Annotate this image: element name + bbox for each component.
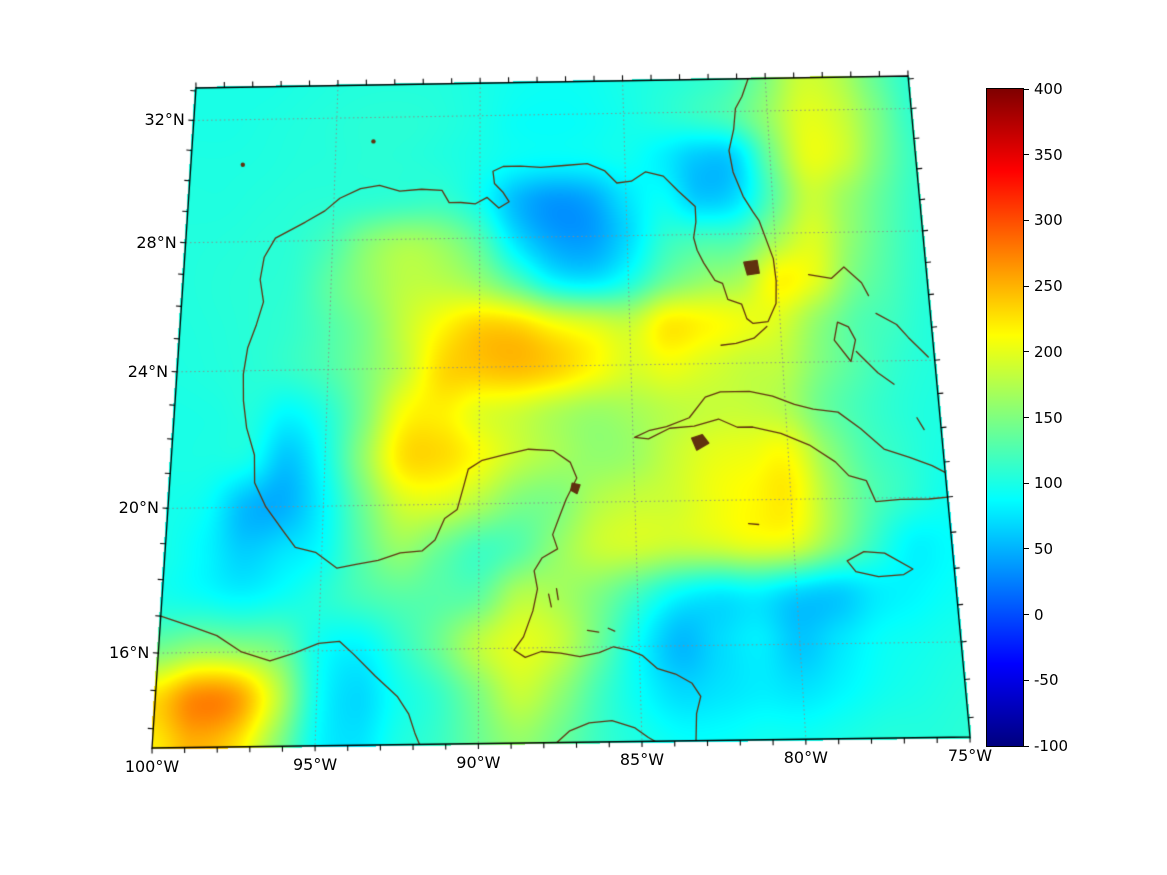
lon-axis-label: 100°W — [124, 757, 180, 776]
colorbar-tick-mark — [1024, 679, 1029, 681]
colorbar-tick-label: 300 — [1034, 211, 1063, 230]
colorbar-tick-mark — [1024, 285, 1029, 287]
lon-axis-label: 85°W — [619, 750, 665, 770]
colorbar-tick-label: -50 — [1034, 671, 1059, 690]
colorbar-tick-label: 50 — [1034, 539, 1054, 558]
lon-axis-label: 75°W — [947, 746, 993, 765]
lon-axis-label: 80°W — [783, 748, 828, 768]
colorbar-tick-mark — [1024, 154, 1029, 156]
colorbar: 400 350 300 250 200 150 100 50 0 -50 -100 — [986, 80, 1092, 755]
lat-axis-label: 24°N — [127, 361, 169, 381]
lon-axis-label: 95°W — [292, 754, 338, 774]
colorbar-tick-label: 0 — [1034, 605, 1044, 624]
lon-axis-label: 90°W — [456, 752, 501, 772]
colorbar-tick-mark — [1024, 614, 1029, 616]
colorbar-tick-mark — [1024, 88, 1029, 90]
colorbar-tick-label: 350 — [1034, 145, 1063, 164]
colorbar-tick-label: 200 — [1034, 342, 1063, 361]
lat-axis-label: 16°N — [108, 643, 150, 663]
lat-axis-label: 28°N — [136, 232, 177, 252]
colorbar-tick-mark — [1024, 482, 1029, 484]
colorbar-tick-label: 150 — [1034, 408, 1063, 427]
colorbar-tick-mark — [1024, 745, 1029, 747]
colorbar-tick-label: 100 — [1034, 474, 1063, 493]
colorbar-tick-mark — [1024, 351, 1029, 353]
colorbar-tick-mark — [1024, 417, 1029, 418]
lat-axis-label: 20°N — [118, 498, 159, 518]
lat-axis-label: 32°N — [144, 110, 185, 130]
colorbar-tick-label: 400 — [1034, 80, 1063, 98]
colorbar-tick-label: -100 — [1034, 737, 1069, 755]
colorbar-tick-mark — [1024, 219, 1029, 221]
colorbar-gradient — [986, 88, 1024, 747]
colorbar-tick-mark — [1024, 548, 1029, 550]
colorbar-tick-label: 250 — [1034, 277, 1063, 296]
